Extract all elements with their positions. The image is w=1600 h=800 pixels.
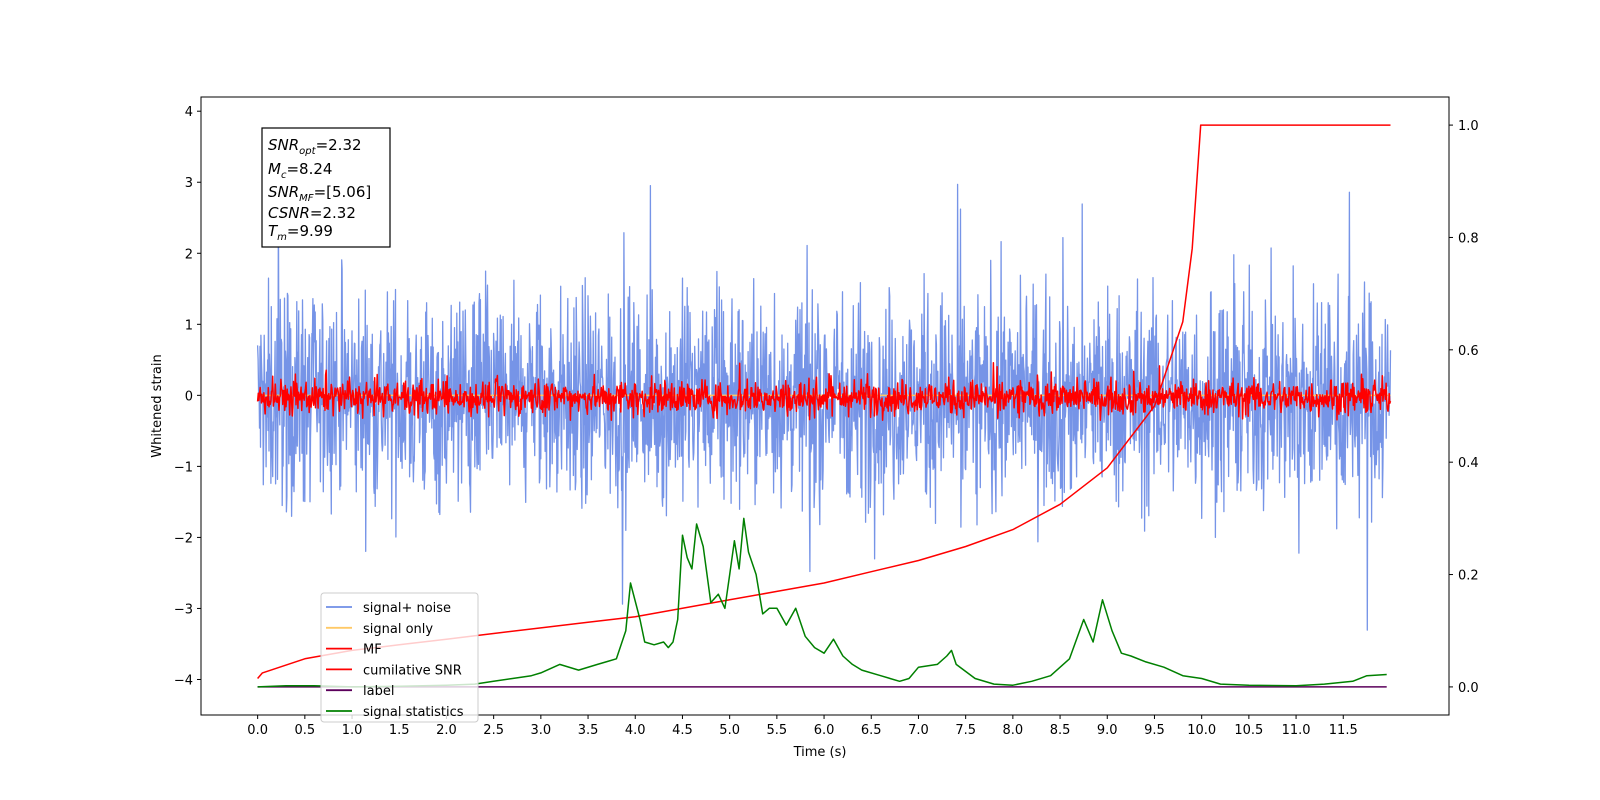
series-signal-noise bbox=[256, 183, 1392, 631]
y2-tick-label: 0.6 bbox=[1458, 344, 1479, 359]
info-box: SNRopt=2.32 Mc=8.24 SNRMF=[5.06] CSNR=2.… bbox=[261, 127, 391, 248]
x-axis-label: Time (s) bbox=[793, 745, 847, 760]
info-box-frame bbox=[261, 127, 391, 248]
x-tick-label: 6.0 bbox=[814, 723, 835, 738]
legend-label: signal statistics bbox=[363, 705, 464, 720]
x-tick-label: 4.5 bbox=[672, 723, 693, 738]
legend-label: label bbox=[363, 684, 394, 699]
y-axis-label: Whitened strain bbox=[150, 354, 165, 457]
x-tick-label: 1.5 bbox=[389, 723, 410, 738]
y2-axis: 0.0 0.2 0.4 0.6 0.8 1.0 bbox=[1449, 119, 1479, 696]
x-tick-label: 9.5 bbox=[1144, 723, 1165, 738]
y-tick-label: −1 bbox=[174, 460, 193, 475]
y2-tick-label: 0.4 bbox=[1458, 456, 1479, 471]
plot-frame bbox=[200, 96, 1450, 716]
x-tick-label: 5.5 bbox=[767, 723, 788, 738]
x-tick-label: 9.0 bbox=[1097, 723, 1118, 738]
x-tick-label: 0.5 bbox=[294, 723, 315, 738]
legend-label: signal only bbox=[363, 622, 433, 637]
x-tick-label: 8.5 bbox=[1050, 723, 1071, 738]
y-tick-label: 0 bbox=[185, 389, 193, 404]
x-tick-label: 8.0 bbox=[1003, 723, 1024, 738]
x-tick-label: 4.0 bbox=[625, 723, 646, 738]
y2-tick-label: 1.0 bbox=[1458, 119, 1479, 134]
x-tick-label: 1.0 bbox=[342, 723, 363, 738]
legend-label: MF bbox=[363, 643, 382, 658]
series-signal-statistics bbox=[257, 517, 1387, 688]
x-tick-label: 10.5 bbox=[1234, 723, 1263, 738]
x-tick-label: 10.0 bbox=[1187, 723, 1216, 738]
x-tick-label: 0.0 bbox=[247, 723, 268, 738]
y-tick-label: −4 bbox=[174, 673, 193, 688]
info-tm: Tm=9.99 bbox=[268, 222, 333, 243]
x-tick-label: 6.5 bbox=[861, 723, 882, 738]
legend: signal+ noise signal only MF cumilative SNR… bbox=[320, 592, 479, 723]
info-mc: Mc=8.24 bbox=[268, 160, 332, 181]
x-tick-label: 2.0 bbox=[436, 723, 457, 738]
y-tick-label: 2 bbox=[185, 247, 193, 262]
x-tick-label: 3.5 bbox=[578, 723, 599, 738]
x-tick-label: 3.0 bbox=[531, 723, 552, 738]
legend-items: signal+ noise signal only MF cumilative SNR… bbox=[326, 601, 464, 720]
y-tick-label: 4 bbox=[185, 105, 193, 120]
info-snr-opt: SNRopt=2.32 bbox=[268, 136, 362, 157]
x-tick-label: 7.0 bbox=[908, 723, 929, 738]
y-tick-label: 1 bbox=[185, 318, 193, 333]
y-tick-label: −3 bbox=[174, 602, 193, 617]
x-tick-label: 7.5 bbox=[955, 723, 976, 738]
y-tick-label: 3 bbox=[185, 176, 193, 191]
info-csnr: CSNR=2.32 bbox=[268, 204, 356, 222]
x-tick-label: 11.0 bbox=[1282, 723, 1311, 738]
series-mf bbox=[256, 362, 1392, 421]
legend-label: signal+ noise bbox=[363, 601, 451, 616]
y-tick-label: −2 bbox=[174, 531, 193, 546]
legend-label: cumilative SNR bbox=[363, 663, 462, 678]
legend-frame bbox=[320, 592, 479, 723]
x-tick-label: 5.0 bbox=[719, 723, 740, 738]
x-tick-label: 11.5 bbox=[1329, 723, 1358, 738]
info-snr-mf: SNRMF=[5.06] bbox=[268, 183, 371, 204]
x-tick-label: 2.5 bbox=[483, 723, 504, 738]
y2-tick-label: 0.0 bbox=[1458, 681, 1479, 696]
y2-tick-label: 0.2 bbox=[1458, 569, 1479, 584]
y-axis: −4 −3 −2 −1 0 1 2 3 4 bbox=[174, 105, 201, 688]
x-axis: 0.0 0.5 1.0 1.5 2.0 2.5 3.0 3.5 4.0 4.5 5.0 5.5 6.0 6… bbox=[247, 715, 1358, 738]
y2-tick-label: 0.8 bbox=[1458, 231, 1479, 246]
